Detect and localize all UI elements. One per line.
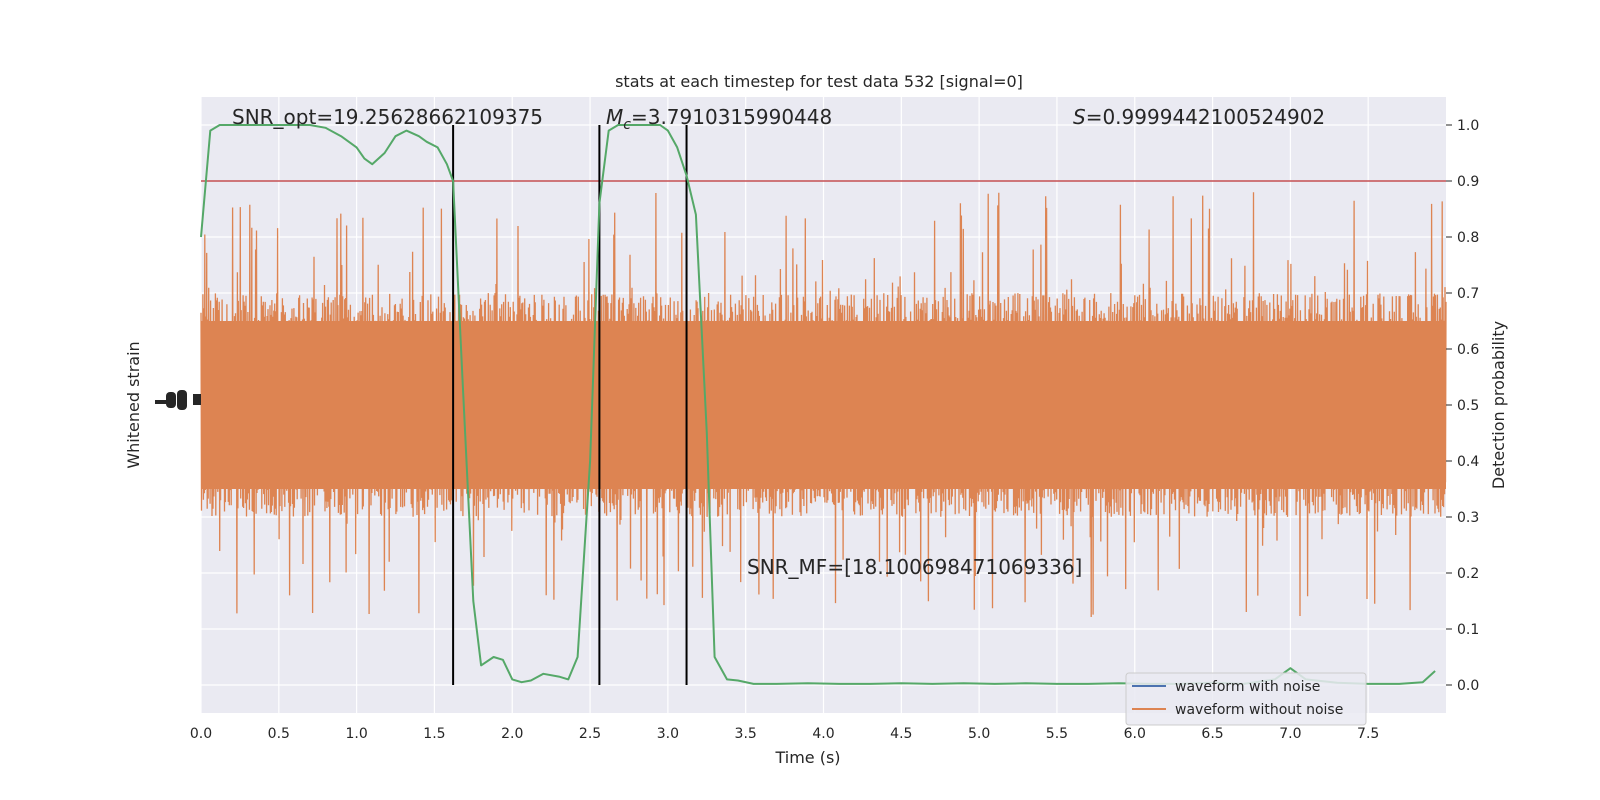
- waveform-band-core: [201, 321, 1446, 489]
- y-right-tick-label: 0.8: [1457, 230, 1479, 246]
- y-right-tick-label: 0.6: [1457, 342, 1479, 358]
- chart-title: stats at each timestep for test data 532…: [615, 72, 1023, 91]
- y-right-tick-label: 0.1: [1457, 622, 1479, 638]
- x-tick-label: 6.0: [1124, 726, 1146, 742]
- legend-label-without-noise: waveform without noise: [1175, 702, 1343, 718]
- s-value: =0.9999442100524902: [1086, 105, 1325, 129]
- x-tick-label: 0.5: [268, 726, 290, 742]
- legend: waveform with noise waveform without noi…: [1125, 672, 1367, 726]
- x-tick-label: 0.0: [190, 726, 212, 742]
- x-tick-label: 2.5: [579, 726, 601, 742]
- x-tick-label: 7.5: [1357, 726, 1379, 742]
- y-right-tick-label: 0.2: [1457, 566, 1479, 582]
- y-right-axis-label: Detection probability: [1489, 321, 1508, 489]
- x-tick-label: 2.0: [501, 726, 523, 742]
- chirp-mass-subscript: c: [623, 117, 631, 133]
- x-tick-label: 7.0: [1279, 726, 1301, 742]
- x-tick-label: 1.5: [423, 726, 445, 742]
- left-axis-tick-cluster: [155, 390, 201, 410]
- x-tick-label: 1.0: [345, 726, 367, 742]
- x-axis-label: Time (s): [774, 748, 840, 767]
- x-axis-ticks: 0.0 0.5 1.0 1.5 2.0 2.5 3.0 3.5 4.0 4.5 5.0 5.5 6.0 6…: [190, 726, 1379, 742]
- y-right-tick-label: 0.5: [1457, 398, 1479, 414]
- legend-label-with-noise: waveform with noise: [1175, 679, 1320, 695]
- detection-probability-series: [200, 124, 1436, 685]
- x-tick-label: 3.0: [657, 726, 679, 742]
- y-right-tick-label: 1.0: [1457, 118, 1479, 134]
- y-right-tick-label: 0.3: [1457, 510, 1479, 526]
- detection-probability-line: [200, 124, 1436, 685]
- y-right-tick-label: 0.4: [1457, 454, 1479, 470]
- chirp-mass-symbol: M: [606, 105, 623, 129]
- snr-opt-annotation: SNR_opt=19.25628662109375: [232, 105, 543, 129]
- waveform-without-noise-series: [200, 192, 1447, 618]
- x-tick-label: 6.5: [1201, 726, 1223, 742]
- s-annotation: S=0.9999442100524902: [1073, 105, 1325, 129]
- y-left-axis-label: Whitened strain: [124, 341, 143, 468]
- chirp-mass-value: =3.7910315990448: [631, 105, 832, 129]
- x-tick-label: 5.5: [1046, 726, 1068, 742]
- snr-mf-annotation: SNR_MF=[18.100698471069336]: [747, 555, 1082, 579]
- x-tick-label: 3.5: [735, 726, 757, 742]
- y-right-tick-label: 0.0: [1457, 678, 1479, 694]
- y-right-axis-ticks: 0.0 0.1 0.2 0.3 0.4 0.5 0.6 0.7 0.8 0.9 1.0: [1446, 118, 1479, 694]
- x-tick-label: 5.0: [968, 726, 990, 742]
- s-symbol: S: [1073, 105, 1086, 129]
- x-tick-label: 4.0: [812, 726, 834, 742]
- y-right-tick-label: 0.7: [1457, 286, 1479, 302]
- chirp-mass-annotation: Mc=3.7910315990448: [606, 105, 832, 133]
- y-right-tick-label: 0.9: [1457, 174, 1479, 190]
- x-tick-label: 4.5: [890, 726, 912, 742]
